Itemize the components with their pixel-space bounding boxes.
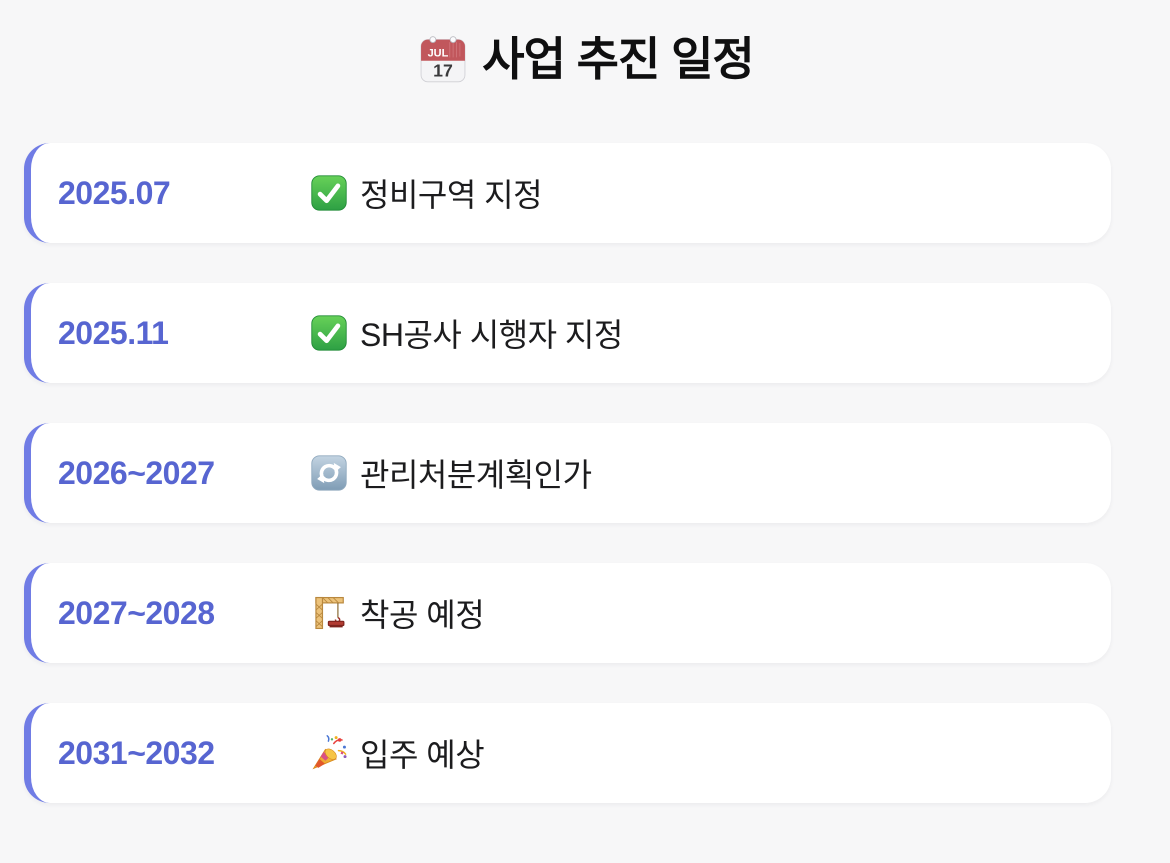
timeline-date: 2026~2027 <box>58 454 215 491</box>
timeline-task-label: 입주 예상 <box>360 737 485 773</box>
calendar-day-label: 17 <box>433 61 453 81</box>
timeline-task: SH공사 시행자 지정 <box>310 310 623 356</box>
timeline-task-label: SH공사 시행자 지정 <box>360 317 623 353</box>
page-header: JUL 17 사업 추진 일정 <box>0 0 1170 92</box>
timeline-task: 착공 예정 <box>310 590 485 636</box>
timeline-date: 2025.07 <box>58 174 171 211</box>
crane-emoji-icon <box>310 594 348 632</box>
check-emoji-icon <box>310 174 348 212</box>
page-title: 사업 추진 일정 <box>482 33 754 85</box>
timeline-card: 2025.07 정비구역 지정 <box>24 143 1111 243</box>
timeline-date: 2025.11 <box>58 314 169 351</box>
timeline-card: 2025.11 SH공사 시행자 지정 <box>24 283 1111 383</box>
timeline-date: 2031~2032 <box>58 734 215 771</box>
timeline-task-label: 착공 예정 <box>360 597 485 633</box>
check-emoji-icon <box>310 314 348 352</box>
calendar-emoji-icon: JUL 17 <box>420 36 466 83</box>
arrows-cycle-emoji-icon <box>310 454 348 492</box>
timeline-task: 관리처분계획인가 <box>310 450 592 496</box>
timeline-task-label: 정비구역 지정 <box>360 177 543 213</box>
timeline-task: 정비구역 지정 <box>310 170 543 216</box>
timeline-card: 2031~2032 입주 예상 <box>24 703 1111 803</box>
timeline: 2025.07 정비구역 지정 2025.11 SH공사 시행자 지정 2026… <box>24 143 1111 803</box>
timeline-date: 2027~2028 <box>58 594 215 631</box>
timeline-task: 입주 예상 <box>310 730 485 776</box>
timeline-card: 2027~2028 착공 예정 <box>24 563 1111 663</box>
calendar-month-label: JUL <box>428 47 449 59</box>
party-popper-emoji-icon <box>310 734 348 772</box>
timeline-task-label: 관리처분계획인가 <box>360 457 592 493</box>
timeline-card: 2026~2027 관리처분계획인가 <box>24 423 1111 523</box>
